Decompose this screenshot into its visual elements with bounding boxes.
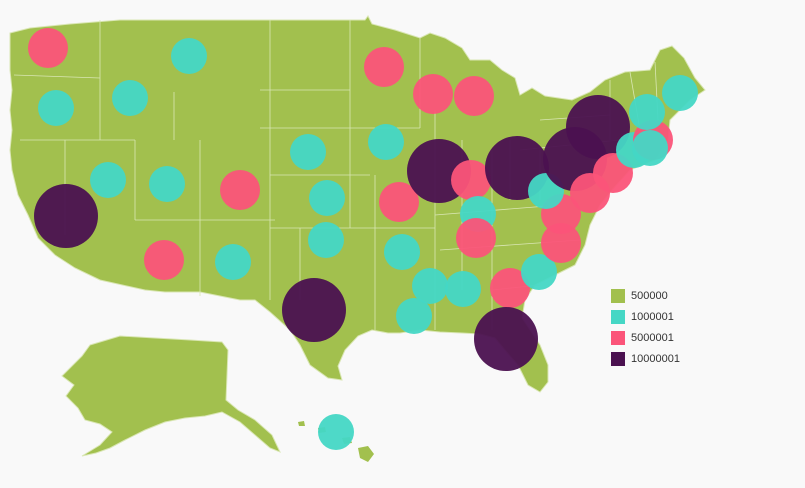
bubble-michigan[interactable] [454,76,494,116]
legend-swatch [611,352,625,366]
bubble-florida[interactable] [474,307,538,371]
bubble-north-carolina[interactable] [541,223,581,263]
bubble-new-mexico[interactable] [215,244,251,280]
bubble-arizona[interactable] [144,240,184,280]
legend: 500000 1000001 5000001 10000001 [611,288,680,367]
bubble-nebraska[interactable] [290,134,326,170]
bubble-indiana[interactable] [451,160,491,200]
bubble-utah[interactable] [149,166,185,202]
bubble-new-york[interactable] [566,95,630,159]
legend-swatch [611,289,625,303]
legend-label: 1000001 [631,311,674,323]
bubble-layer [28,28,698,450]
bubble-colorado[interactable] [220,170,260,210]
bubble-hawaii[interactable] [318,414,354,450]
legend-item-1000001[interactable]: 1000001 [611,309,680,325]
bubble-california[interactable] [34,184,98,248]
bubble-washington[interactable] [28,28,68,68]
legend-item-10000001[interactable]: 10000001 [611,351,680,367]
hawaii-kauai [298,421,305,426]
bubble-tennessee[interactable] [456,218,496,258]
bubble-mississippi[interactable] [412,268,448,304]
legend-label: 500000 [631,290,668,302]
bubble-wisconsin[interactable] [413,74,453,114]
bubble-alabama[interactable] [445,271,481,307]
bubble-arkansas[interactable] [384,234,420,270]
alaska-shape [61,335,281,457]
bubble-south-carolina[interactable] [521,254,557,290]
legend-swatch [611,331,625,345]
map-land [9,15,706,462]
bubble-kansas[interactable] [309,180,345,216]
legend-swatch [611,310,625,324]
bubble-maryland[interactable] [570,173,610,213]
bubble-idaho[interactable] [112,80,148,116]
bubble-maine[interactable] [662,75,698,111]
bubble-louisiana[interactable] [396,298,432,334]
bubble-minnesota[interactable] [364,47,404,87]
bubble-oregon[interactable] [38,90,74,126]
bubble-rhode-island[interactable] [632,130,668,166]
legend-item-5000001[interactable]: 5000001 [611,330,680,346]
legend-label: 5000001 [631,332,674,344]
bubble-oklahoma[interactable] [308,222,344,258]
legend-label: 10000001 [631,353,680,365]
hawaii-big-island [358,446,374,462]
bubble-new-hampshire[interactable] [629,94,665,130]
legend-item-500000[interactable]: 500000 [611,288,680,304]
bubble-iowa[interactable] [368,124,404,160]
bubble-texas[interactable] [282,278,346,342]
bubble-missouri[interactable] [379,182,419,222]
bubble-nevada[interactable] [90,162,126,198]
bubble-georgia[interactable] [490,268,530,308]
bubble-montana[interactable] [171,38,207,74]
